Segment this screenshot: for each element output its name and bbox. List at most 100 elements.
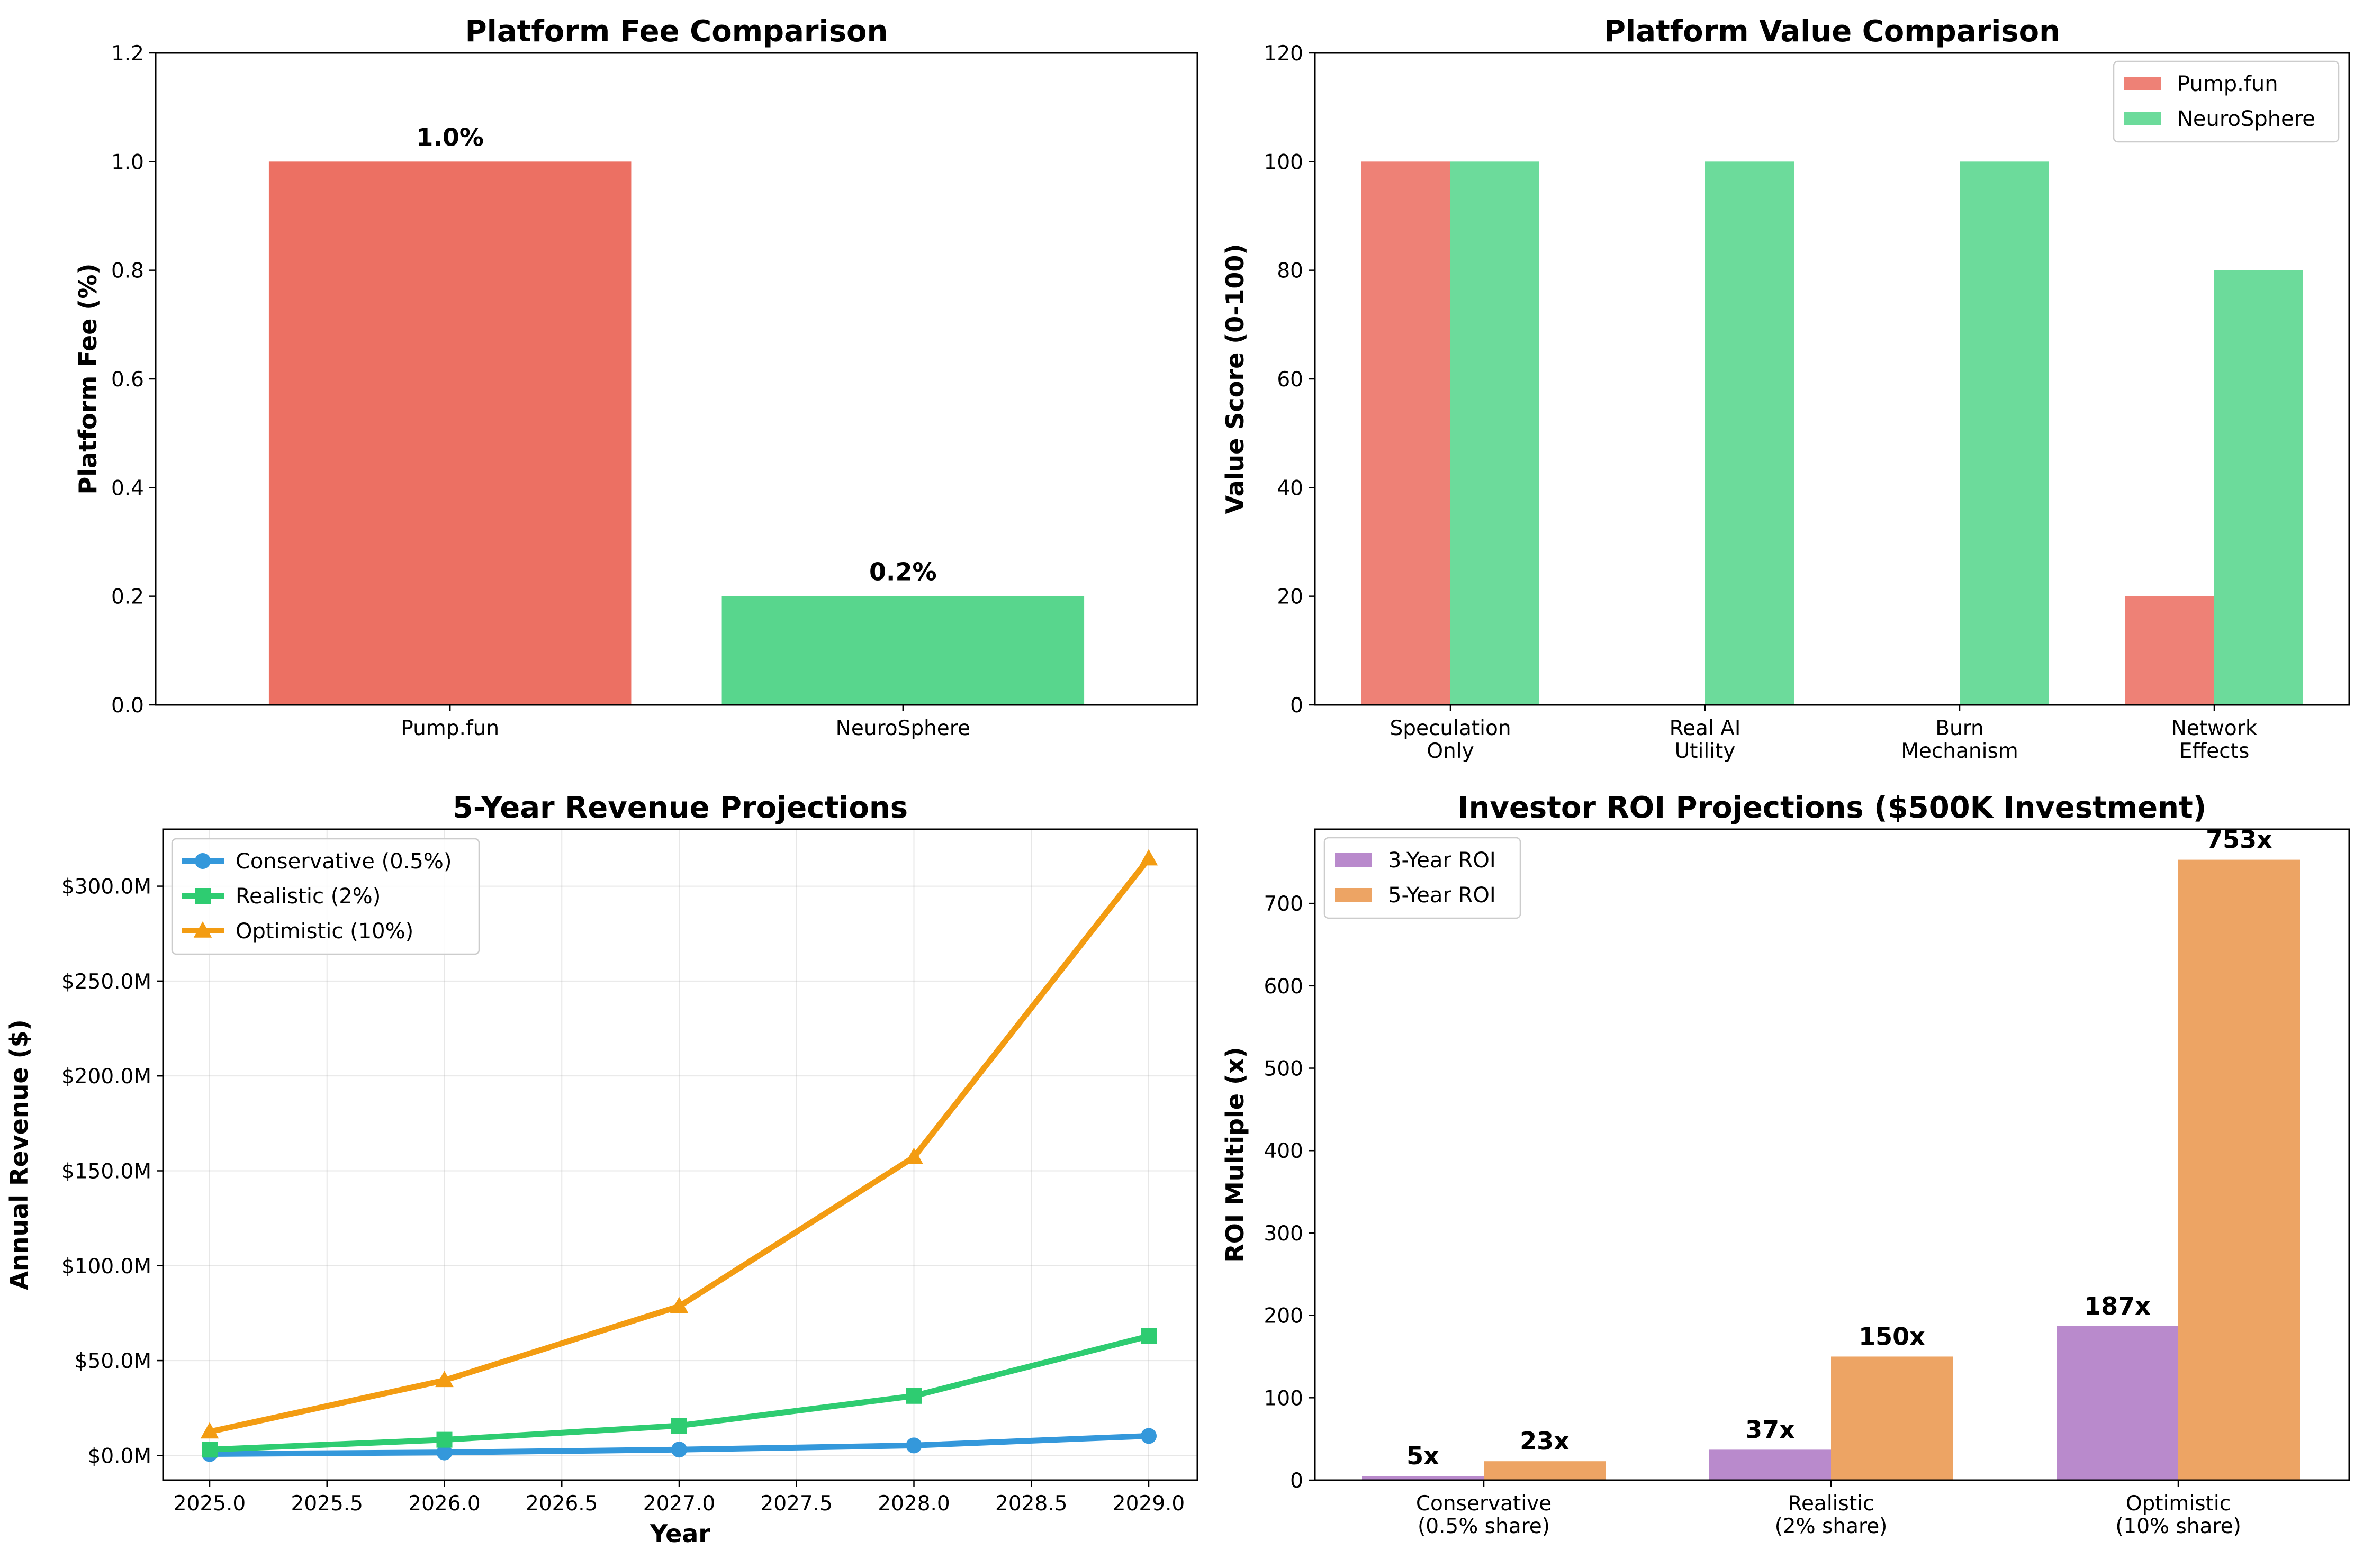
data-label: 5x	[1406, 1442, 1439, 1470]
legend-swatch	[2124, 77, 2161, 90]
chart-title: 5-Year Revenue Projections	[453, 791, 908, 825]
data-point	[671, 1418, 687, 1434]
data-point	[906, 1437, 922, 1454]
x-tick-label: Burn	[1935, 717, 1984, 740]
bar	[2057, 1326, 2178, 1480]
y-tick-label: 40	[1277, 476, 1303, 500]
y-tick-label: 0.2	[111, 585, 144, 609]
y-tick-label: 100	[1264, 1386, 1303, 1410]
y-tick-label: 80	[1277, 259, 1303, 283]
y-tick-label: 1.0	[111, 150, 144, 174]
x-tick-label: Network	[2171, 717, 2258, 740]
data-point	[671, 1442, 687, 1458]
x-tick-label: Speculation	[1390, 717, 1511, 740]
data-label: 150x	[1859, 1322, 1925, 1351]
data-label: 1.0%	[416, 123, 484, 151]
data-point	[670, 1297, 689, 1313]
y-tick-label: 100	[1264, 150, 1303, 174]
y-tick-label: 0.6	[111, 368, 144, 392]
legend-label: Realistic (2%)	[236, 884, 381, 909]
x-tick-label: Only	[1427, 739, 1474, 763]
x-tick-label: 2025.0	[174, 1492, 246, 1516]
data-label: 187x	[2084, 1292, 2151, 1320]
legend-box	[2113, 60, 2340, 143]
y-tick-label: 200	[1264, 1304, 1303, 1328]
y-axis-label: ROI Multiple (x)	[1221, 1047, 1249, 1262]
y-tick-label: 0.4	[111, 476, 144, 500]
bar	[268, 161, 632, 705]
data-point	[436, 1444, 453, 1461]
data-label: 37x	[1745, 1415, 1795, 1444]
y-tick-label: 500	[1264, 1057, 1303, 1081]
legend-box	[171, 838, 480, 955]
data-point	[195, 888, 211, 904]
data-point	[195, 853, 211, 869]
x-tick-label: (2% share)	[1775, 1515, 1888, 1538]
x-tick-label: 2027.0	[643, 1492, 715, 1516]
y-tick-label: 0.8	[111, 259, 144, 283]
chart-title: Platform Fee Comparison	[465, 14, 888, 49]
y-axis-label: Annual Revenue ($)	[5, 1019, 33, 1290]
bar	[1450, 161, 1539, 705]
x-tick-label: Mechanism	[1901, 739, 2018, 763]
data-point	[200, 1422, 219, 1439]
y-axis-label: Value Score (0-100)	[1221, 244, 1249, 514]
x-tick-label: Effects	[2179, 739, 2250, 763]
data-point	[202, 1442, 218, 1458]
data-point	[436, 1431, 453, 1448]
y-tick-label: $0.0M	[88, 1444, 152, 1468]
x-tick-label: 2027.5	[761, 1492, 833, 1516]
legend-box	[1323, 837, 1521, 919]
legend-label: Pump.fun	[2177, 72, 2278, 96]
x-tick-label: 2028.0	[878, 1492, 950, 1516]
data-point	[1141, 1328, 1157, 1344]
x-tick-label: 2026.0	[408, 1492, 480, 1516]
y-tick-label: 120	[1264, 42, 1303, 66]
data-point	[193, 921, 212, 938]
axes-frame	[1314, 828, 2350, 1481]
bar	[2178, 859, 2300, 1480]
x-tick-label: Optimistic	[2126, 1492, 2231, 1516]
bar	[2125, 596, 2214, 705]
data-point	[1141, 1428, 1157, 1444]
y-tick-label: $100.0M	[61, 1255, 151, 1279]
data-label: 0.2%	[869, 558, 937, 586]
x-tick-label: (0.5% share)	[1418, 1515, 1550, 1538]
y-tick-label: 0	[1290, 1469, 1303, 1493]
y-tick-label: 20	[1277, 585, 1303, 609]
data-point	[1139, 849, 1158, 866]
data-label: 23x	[1520, 1427, 1570, 1455]
legend-swatch	[1335, 888, 1372, 902]
y-tick-label: 300	[1264, 1222, 1303, 1246]
y-tick-label: 600	[1264, 975, 1303, 999]
x-axis-label: Year	[650, 1519, 710, 1548]
x-tick-label: Utility	[1675, 739, 1736, 763]
x-tick-label: 2028.5	[995, 1492, 1067, 1516]
x-tick-label: 2026.5	[526, 1492, 598, 1516]
x-tick-label: Real AI	[1670, 717, 1741, 740]
axes-frame	[162, 828, 1198, 1481]
x-tick-label: NeuroSphere	[836, 717, 970, 740]
legend-label: Conservative (0.5%)	[236, 849, 452, 874]
x-tick-label: Conservative	[1416, 1492, 1552, 1516]
bar	[1705, 161, 1794, 705]
x-tick-label: 2029.0	[1113, 1492, 1185, 1516]
axes-frame	[1314, 52, 2350, 706]
data-point	[906, 1388, 922, 1404]
y-tick-label: $150.0M	[61, 1159, 151, 1183]
bar	[1362, 1476, 1484, 1480]
y-tick-label: 0	[1290, 694, 1303, 718]
x-tick-label: 2025.5	[291, 1492, 363, 1516]
x-tick-label: Realistic	[1788, 1492, 1874, 1516]
y-tick-label: $200.0M	[61, 1065, 151, 1089]
x-tick-label: (10% share)	[2115, 1515, 2241, 1538]
legend-label: NeuroSphere	[2177, 107, 2315, 131]
y-tick-label: $300.0M	[61, 875, 151, 899]
legend-label: 3-Year ROI	[1388, 848, 1496, 873]
bar	[2214, 270, 2303, 705]
y-tick-label: 1.2	[111, 42, 144, 66]
legend-label: Optimistic (10%)	[236, 919, 413, 944]
bar	[1361, 161, 1450, 705]
